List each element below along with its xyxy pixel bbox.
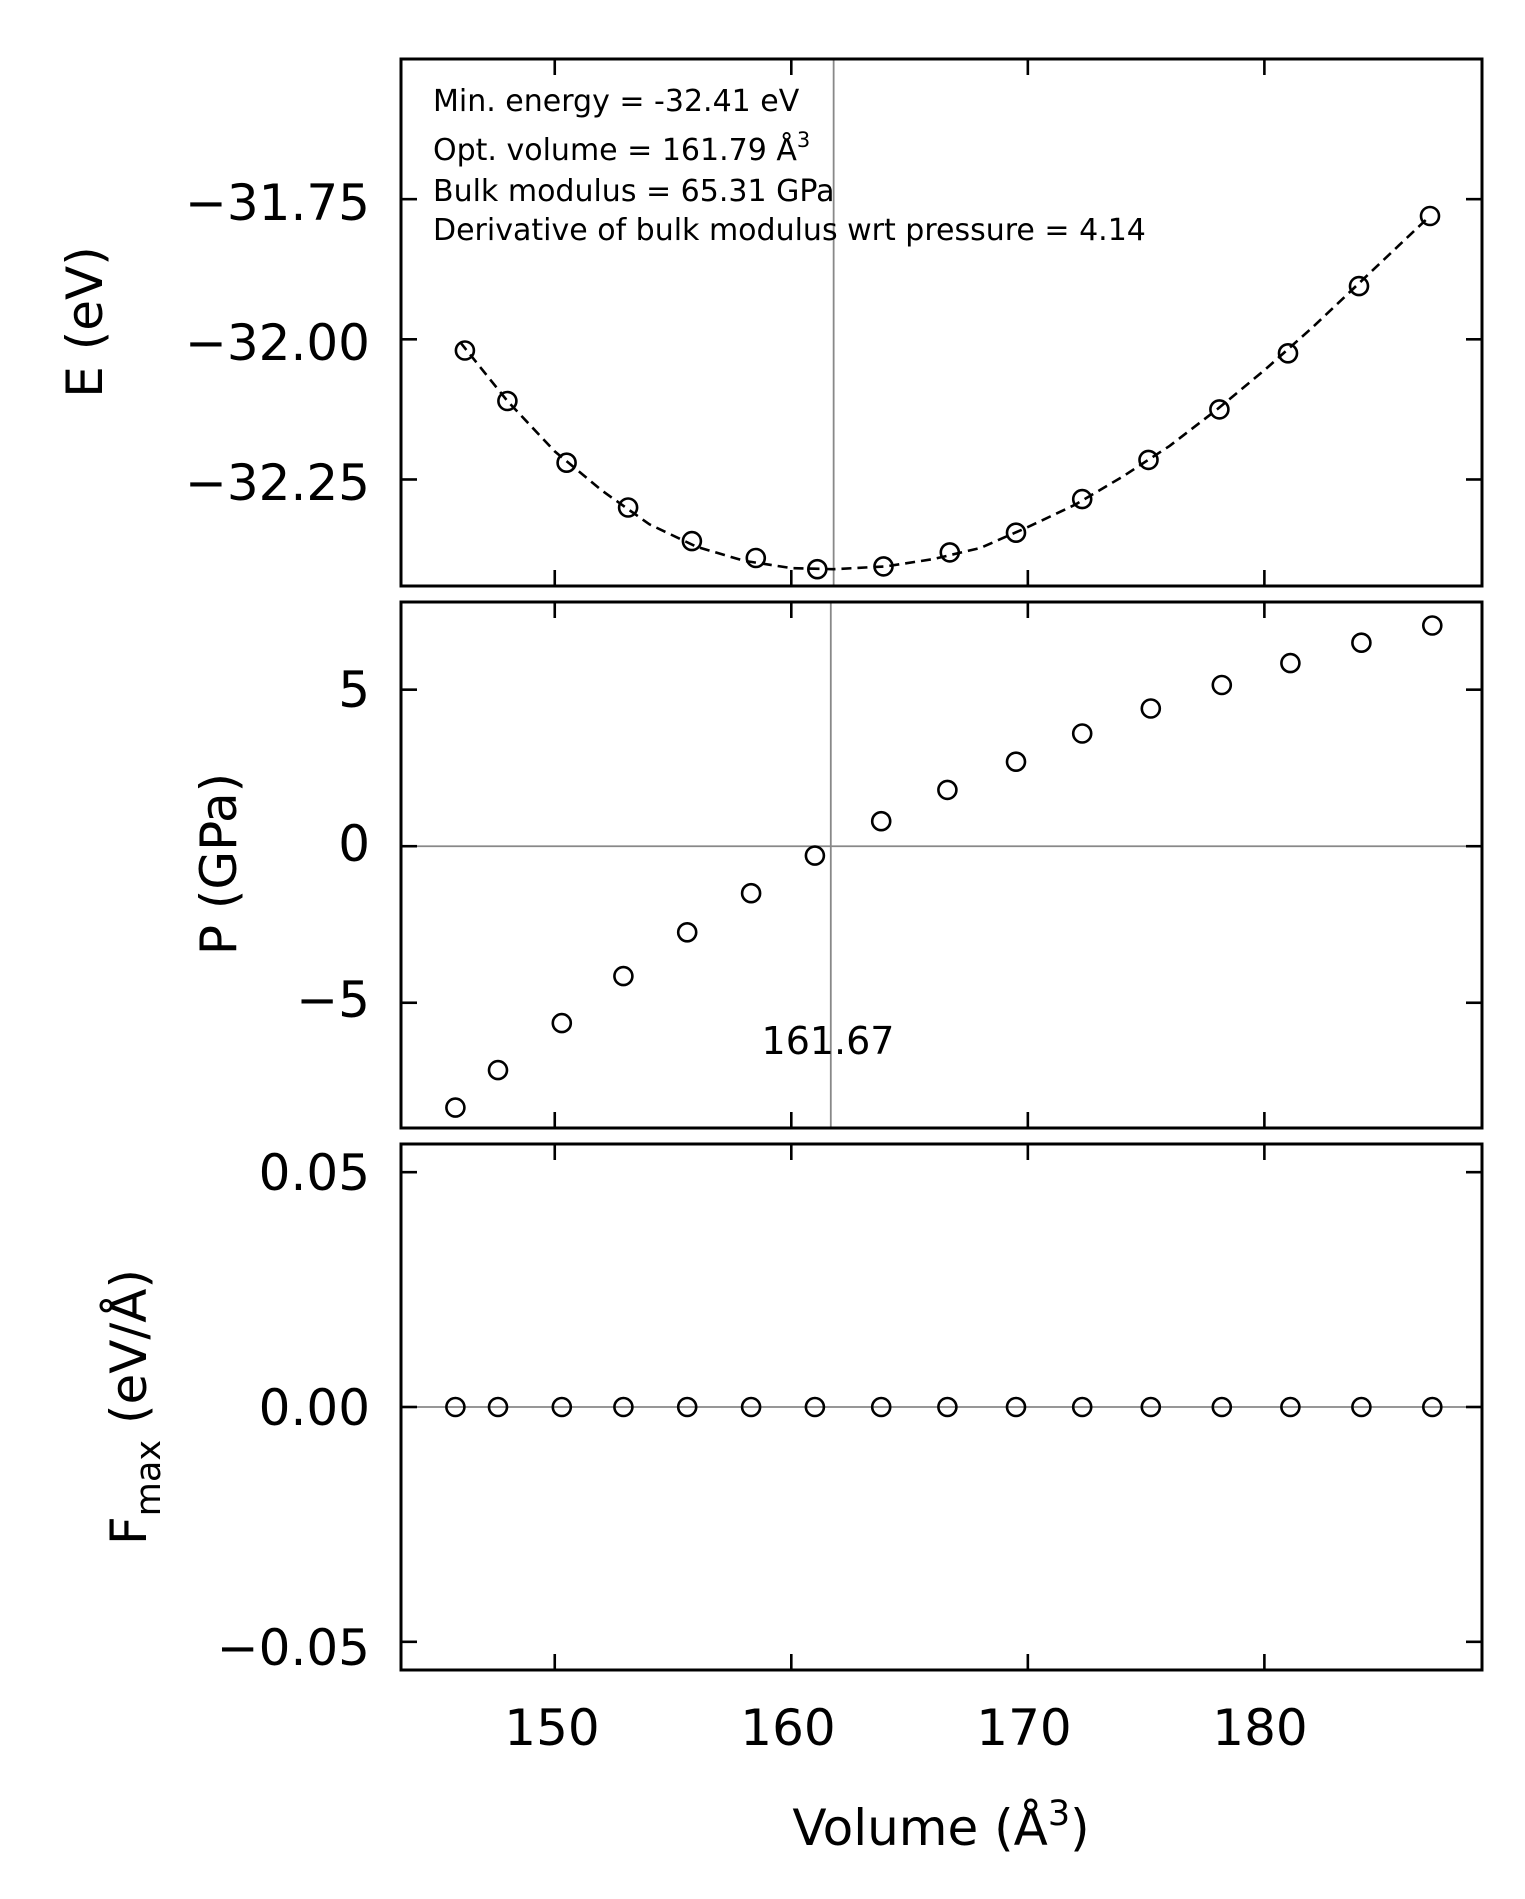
birch-murnaghan-fit-line (459, 215, 1431, 571)
pressure-ytick-label: 5 (338, 661, 370, 719)
force-data-point (613, 1396, 634, 1418)
opt-volume-annotation: Opt. volume = 161.79 Å3 (433, 128, 810, 168)
pressure-data-point (551, 1012, 573, 1034)
energy-data-point (681, 530, 703, 552)
force-ytick-labels: 0.05 0.00 −0.05 (217, 1144, 370, 1677)
pressure-data-point (740, 882, 762, 904)
force-ytick-label: 0.05 (259, 1144, 370, 1202)
pressure-data-point (1211, 674, 1233, 696)
force-data-point (740, 1396, 762, 1418)
force-data-point (937, 1396, 958, 1418)
force-data-point (1071, 1396, 1093, 1418)
pressure-data-point (1005, 751, 1027, 773)
force-data-point (1140, 1396, 1162, 1418)
force-ylabel: Fmax (eV/Å) (100, 1269, 169, 1545)
force-ytick-label: −0.05 (217, 1619, 370, 1677)
force-data-point (804, 1396, 826, 1418)
pressure-data-point (613, 965, 634, 987)
pressure-data-point (1280, 652, 1301, 674)
energy-data-point (1277, 342, 1299, 364)
energy-data-point (1209, 399, 1230, 420)
bulk-derivative-annotation: Derivative of bulk modulus wrt pressure … (433, 213, 1146, 248)
pressure-data-point (804, 845, 826, 866)
force-data-point (487, 1396, 509, 1418)
energy-data-point (1419, 205, 1441, 227)
energy-ytick-label: −32.00 (185, 314, 370, 372)
bulk-modulus-annotation: Bulk modulus = 65.31 GPa (433, 174, 834, 209)
pressure-data-point (1422, 615, 1443, 636)
force-axes-frame (399, 1142, 1484, 1672)
pressure-reference-lines (401, 602, 1482, 1128)
force-data-point (1280, 1396, 1301, 1418)
energy-axes-frame (399, 57, 1484, 588)
force-data-point (551, 1396, 573, 1418)
energy-ticks (401, 59, 1482, 586)
energy-data-point (1138, 449, 1159, 471)
force-data-point (676, 1396, 698, 1418)
force-data-point (870, 1396, 892, 1418)
fit-annotations: Min. energy = -32.41 eV Opt. volume = 16… (433, 84, 1146, 248)
pressure-data-point (445, 1097, 466, 1118)
pressure-data-point (1071, 723, 1093, 744)
energy-ytick-label: −32.25 (185, 454, 370, 512)
force-ticks (401, 1144, 1482, 1670)
force-data-point (1005, 1396, 1027, 1418)
energy-ytick-label: −31.75 (185, 174, 370, 232)
energy-data-point (745, 547, 767, 569)
energy-data-point (617, 497, 639, 518)
pressure-ytick-labels: 5 0 −5 (296, 661, 370, 1029)
pressure-ytick-label: −5 (296, 971, 370, 1029)
xtick-label: 180 (1212, 1699, 1307, 1757)
pressure-ylabel: P (GPa) (190, 773, 248, 955)
xtick-label: 160 (740, 1699, 835, 1757)
force-data-point (445, 1396, 466, 1418)
pressure-data-point (937, 779, 958, 801)
pressure-axes-frame (399, 600, 1484, 1130)
energy-data-point (497, 390, 518, 412)
volume-xlabel: Volume (Å3) (792, 1794, 1089, 1857)
pressure-panel: 5 0 −5 P (GPa) 161.67 (190, 600, 1484, 1130)
energy-data-point (1071, 488, 1093, 510)
force-ytick-label: 0.00 (259, 1379, 370, 1437)
force-data-point (1422, 1396, 1443, 1418)
pressure-data-point (1140, 698, 1162, 719)
energy-ylabel: E (eV) (56, 246, 114, 397)
energy-panel: −31.75 −32.00 −32.25 E (eV) Min. energy … (56, 57, 1484, 588)
force-data-point (1211, 1396, 1233, 1418)
pressure-data-point (487, 1059, 509, 1081)
energy-ytick-labels: −31.75 −32.00 −32.25 (185, 174, 370, 512)
energy-data-point (1348, 275, 1370, 297)
xtick-label: 170 (976, 1699, 1071, 1757)
pressure-ytick-label: 0 (338, 815, 370, 873)
energy-fit-curve (459, 215, 1431, 571)
pressure-data-point (676, 921, 698, 943)
energy-data-point (806, 558, 828, 580)
energy-points (454, 205, 1441, 580)
pressure-data-point (870, 810, 892, 832)
pressure-points (445, 615, 1443, 1118)
energy-data-point (1005, 522, 1027, 544)
min-energy-annotation: Min. energy = -32.41 eV (433, 84, 800, 119)
energy-data-point (939, 542, 961, 563)
energy-data-point (873, 556, 894, 577)
xtick-label: 150 (504, 1699, 599, 1757)
energy-data-point (454, 340, 476, 361)
force-panel: 0.05 0.00 −0.05 Fmax (eV/Å) 150 160 170 … (100, 1142, 1484, 1857)
xtick-labels: 150 160 170 180 (504, 1699, 1307, 1757)
force-data-point (1351, 1396, 1372, 1418)
equilibrium-volume-label: 161.67 (762, 1019, 895, 1063)
energy-data-point (556, 452, 577, 474)
pressure-ticks (401, 602, 1482, 1128)
pressure-data-point (1351, 632, 1372, 654)
force-points (445, 1396, 1443, 1418)
